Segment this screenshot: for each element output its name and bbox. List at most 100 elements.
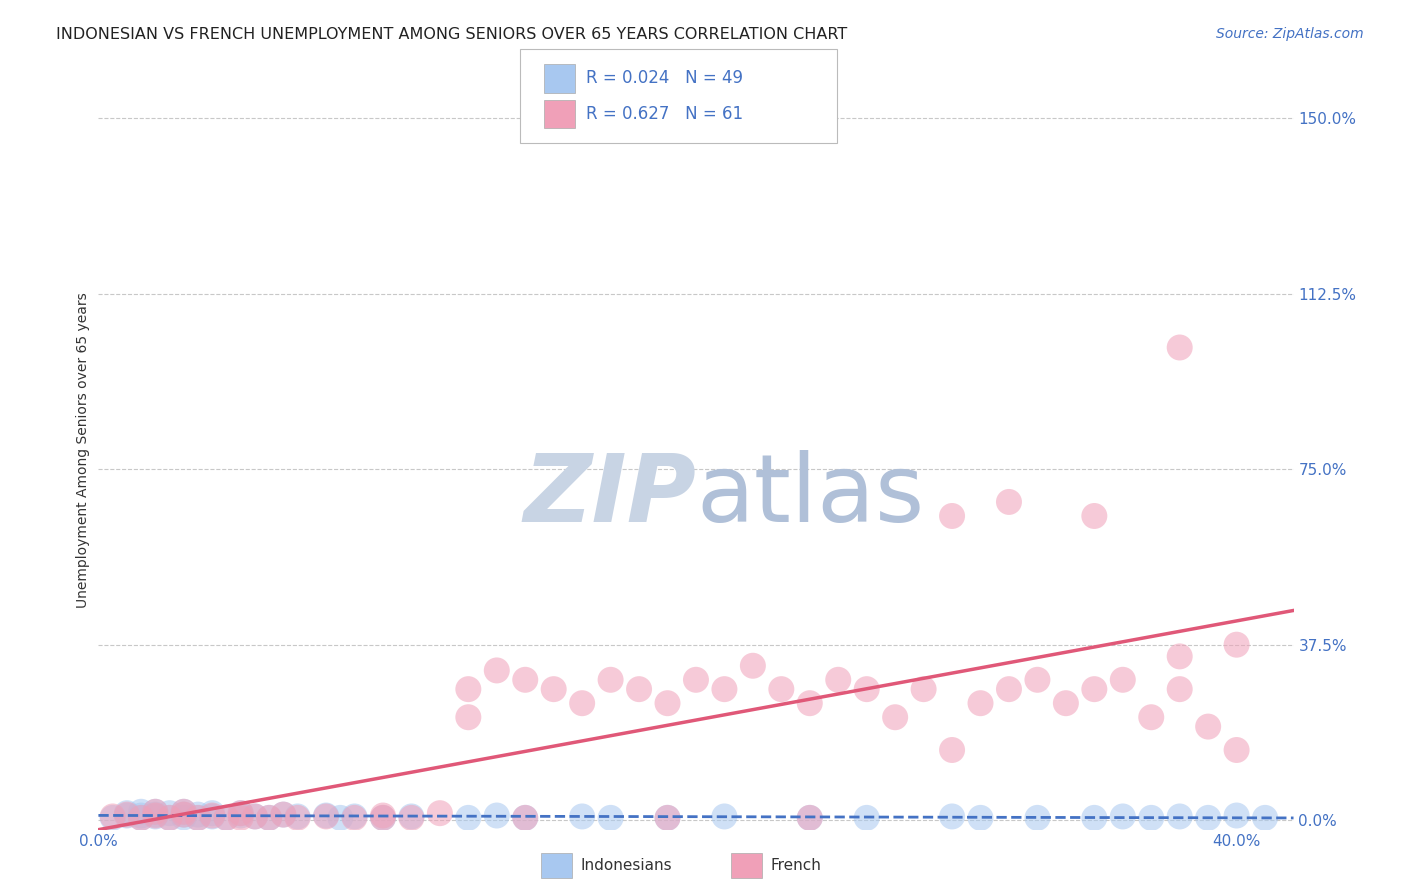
Point [713,682,735,697]
Point [855,682,877,697]
Point [329,811,352,825]
Point [115,808,138,822]
Point [173,807,195,822]
Text: Indonesians: Indonesians [581,858,672,872]
Text: ZIP: ZIP [523,450,696,542]
Point [1083,508,1105,523]
Point [457,710,479,724]
Point [657,696,679,710]
Point [173,807,195,822]
Point [969,811,991,825]
Point [1083,682,1105,697]
Point [201,808,224,822]
Point [1254,811,1277,825]
Point [201,806,224,821]
Point [998,682,1021,697]
Point [485,808,508,822]
Point [287,809,309,823]
Point [159,811,181,825]
Point [243,809,266,823]
Point [941,508,963,523]
Point [371,811,394,825]
Point [599,673,621,687]
Point [429,806,451,821]
Point [215,811,238,825]
Text: R = 0.627   N = 61: R = 0.627 N = 61 [586,105,744,123]
Point [371,808,394,822]
Point [969,696,991,710]
Point [1026,811,1049,825]
Point [287,811,309,825]
Point [855,811,877,825]
Point [1226,743,1249,757]
Point [273,807,295,822]
Point [143,808,166,822]
Point [101,809,124,823]
Point [229,808,252,822]
Point [998,495,1021,509]
Text: R = 0.024   N = 49: R = 0.024 N = 49 [586,70,744,87]
Point [173,810,195,824]
Point [401,811,423,825]
Point [741,658,763,673]
Point [571,809,593,823]
Point [1197,811,1219,825]
Point [143,809,166,823]
Point [599,811,621,825]
Point [1026,673,1049,687]
Text: French: French [770,858,821,872]
Point [457,811,479,825]
Point [1112,673,1135,687]
Point [173,805,195,819]
Point [1083,811,1105,825]
Point [485,664,508,678]
Point [143,805,166,819]
Point [1140,811,1163,825]
Point [187,811,209,825]
Point [173,805,195,819]
Point [257,811,280,825]
Point [515,811,537,825]
Point [1168,649,1191,664]
Point [159,806,181,821]
Point [143,807,166,822]
Point [115,807,138,822]
Point [628,682,651,697]
Point [515,673,537,687]
Point [129,805,152,819]
Point [657,811,679,825]
Point [1140,710,1163,724]
Point [257,811,280,825]
Point [827,673,849,687]
Point [201,809,224,823]
Point [1112,809,1135,823]
Point [799,811,821,825]
Point [129,811,152,825]
Point [713,809,735,823]
Point [215,811,238,825]
Point [1054,696,1077,710]
Point [187,811,209,825]
Point [1168,341,1191,355]
Point [571,696,593,710]
Point [371,811,394,825]
Y-axis label: Unemployment Among Seniors over 65 years: Unemployment Among Seniors over 65 years [76,293,90,608]
Point [799,696,821,710]
Text: Source: ZipAtlas.com: Source: ZipAtlas.com [1216,27,1364,41]
Point [401,809,423,823]
Point [941,743,963,757]
Point [229,811,252,825]
Point [685,673,707,687]
Point [912,682,935,697]
Point [229,806,252,821]
Point [129,811,152,825]
Point [229,806,252,821]
Point [315,809,337,823]
Point [770,682,793,697]
Point [799,811,821,825]
Point [129,808,152,822]
Point [159,811,181,825]
Point [457,682,479,697]
Point [543,682,565,697]
Point [1168,809,1191,823]
